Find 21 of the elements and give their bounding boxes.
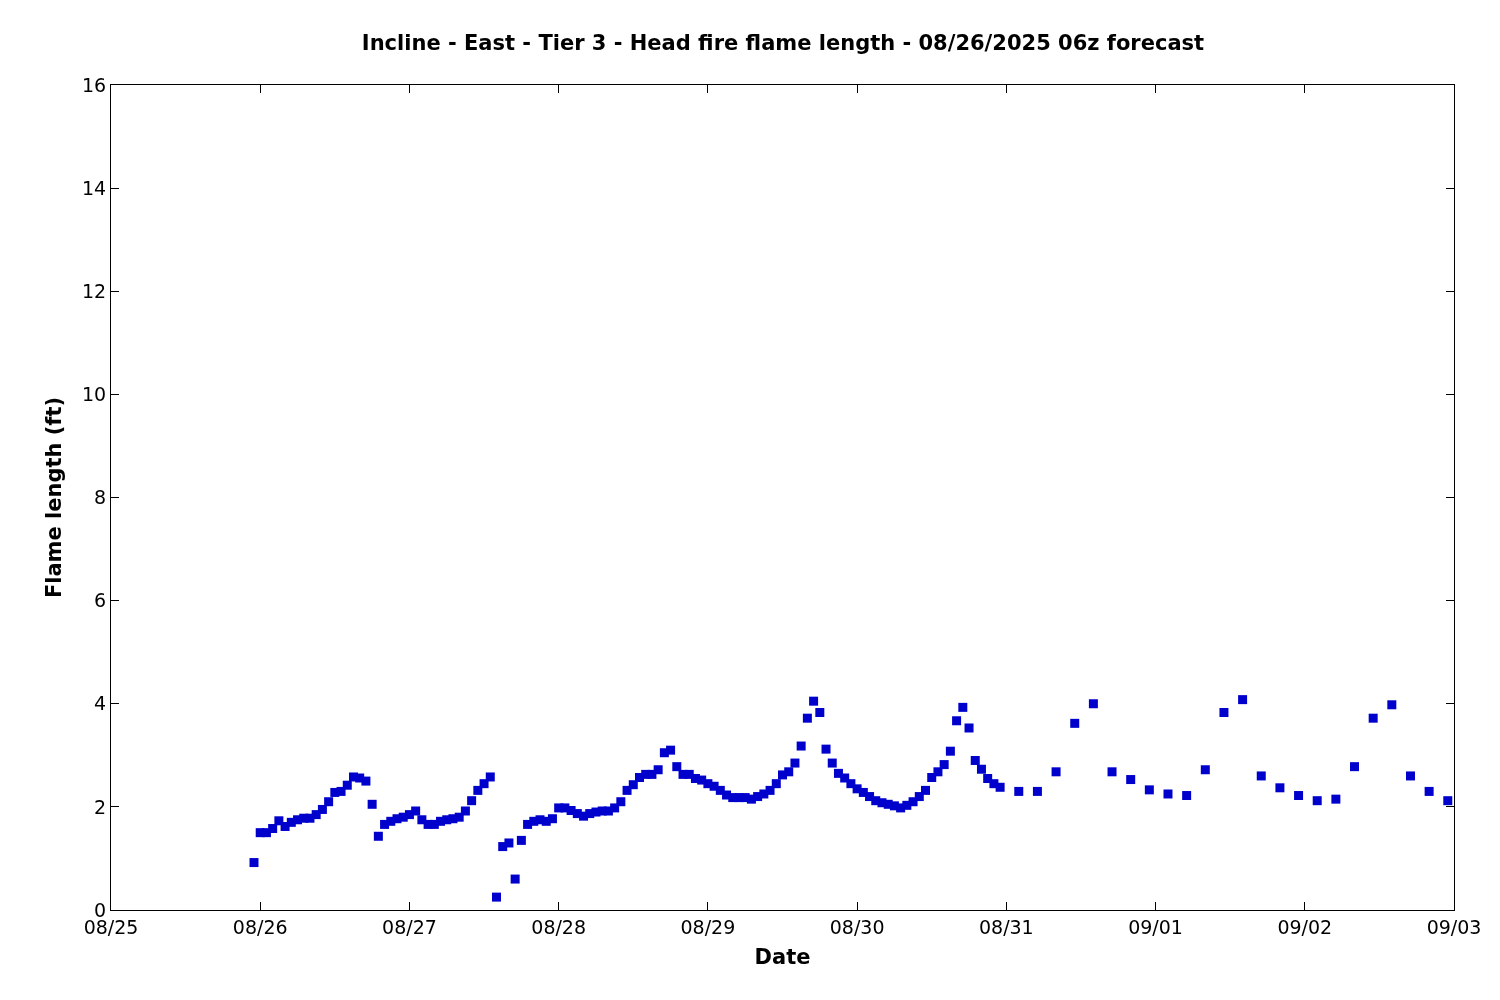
- x-tick-label: 08/31: [978, 915, 1034, 938]
- x-tick-label: 09/02: [1277, 915, 1333, 938]
- y-tick-label: 8: [94, 486, 107, 509]
- x-tick-label: 08/28: [531, 915, 587, 938]
- y-tick-label: 2: [94, 795, 107, 818]
- y-tick-label: 4: [94, 692, 107, 715]
- x-axis-title: Date: [754, 945, 811, 969]
- y-tick-label: 12: [82, 279, 107, 302]
- x-tick-label: 08/29: [680, 915, 736, 938]
- y-axis-title: Flame length (ft): [42, 396, 67, 599]
- y-tick-label: 14: [82, 176, 107, 199]
- x-tick-label: 08/27: [382, 915, 437, 938]
- y-tick-label: 16: [82, 73, 107, 96]
- x-tick-label: 09/01: [1128, 915, 1183, 938]
- y-tick-label: 10: [82, 383, 107, 406]
- y-tick-label: 6: [94, 589, 107, 612]
- x-tick-label: 09/03: [1426, 915, 1482, 938]
- x-tick-label: 08/30: [829, 915, 885, 938]
- y-tick-label: 0: [94, 898, 107, 921]
- x-tick-label: 08/26: [232, 915, 288, 938]
- chart-title: Incline - East - Tier 3 - Head fire flame length - 08/26/2025 06z forecast: [361, 31, 1205, 56]
